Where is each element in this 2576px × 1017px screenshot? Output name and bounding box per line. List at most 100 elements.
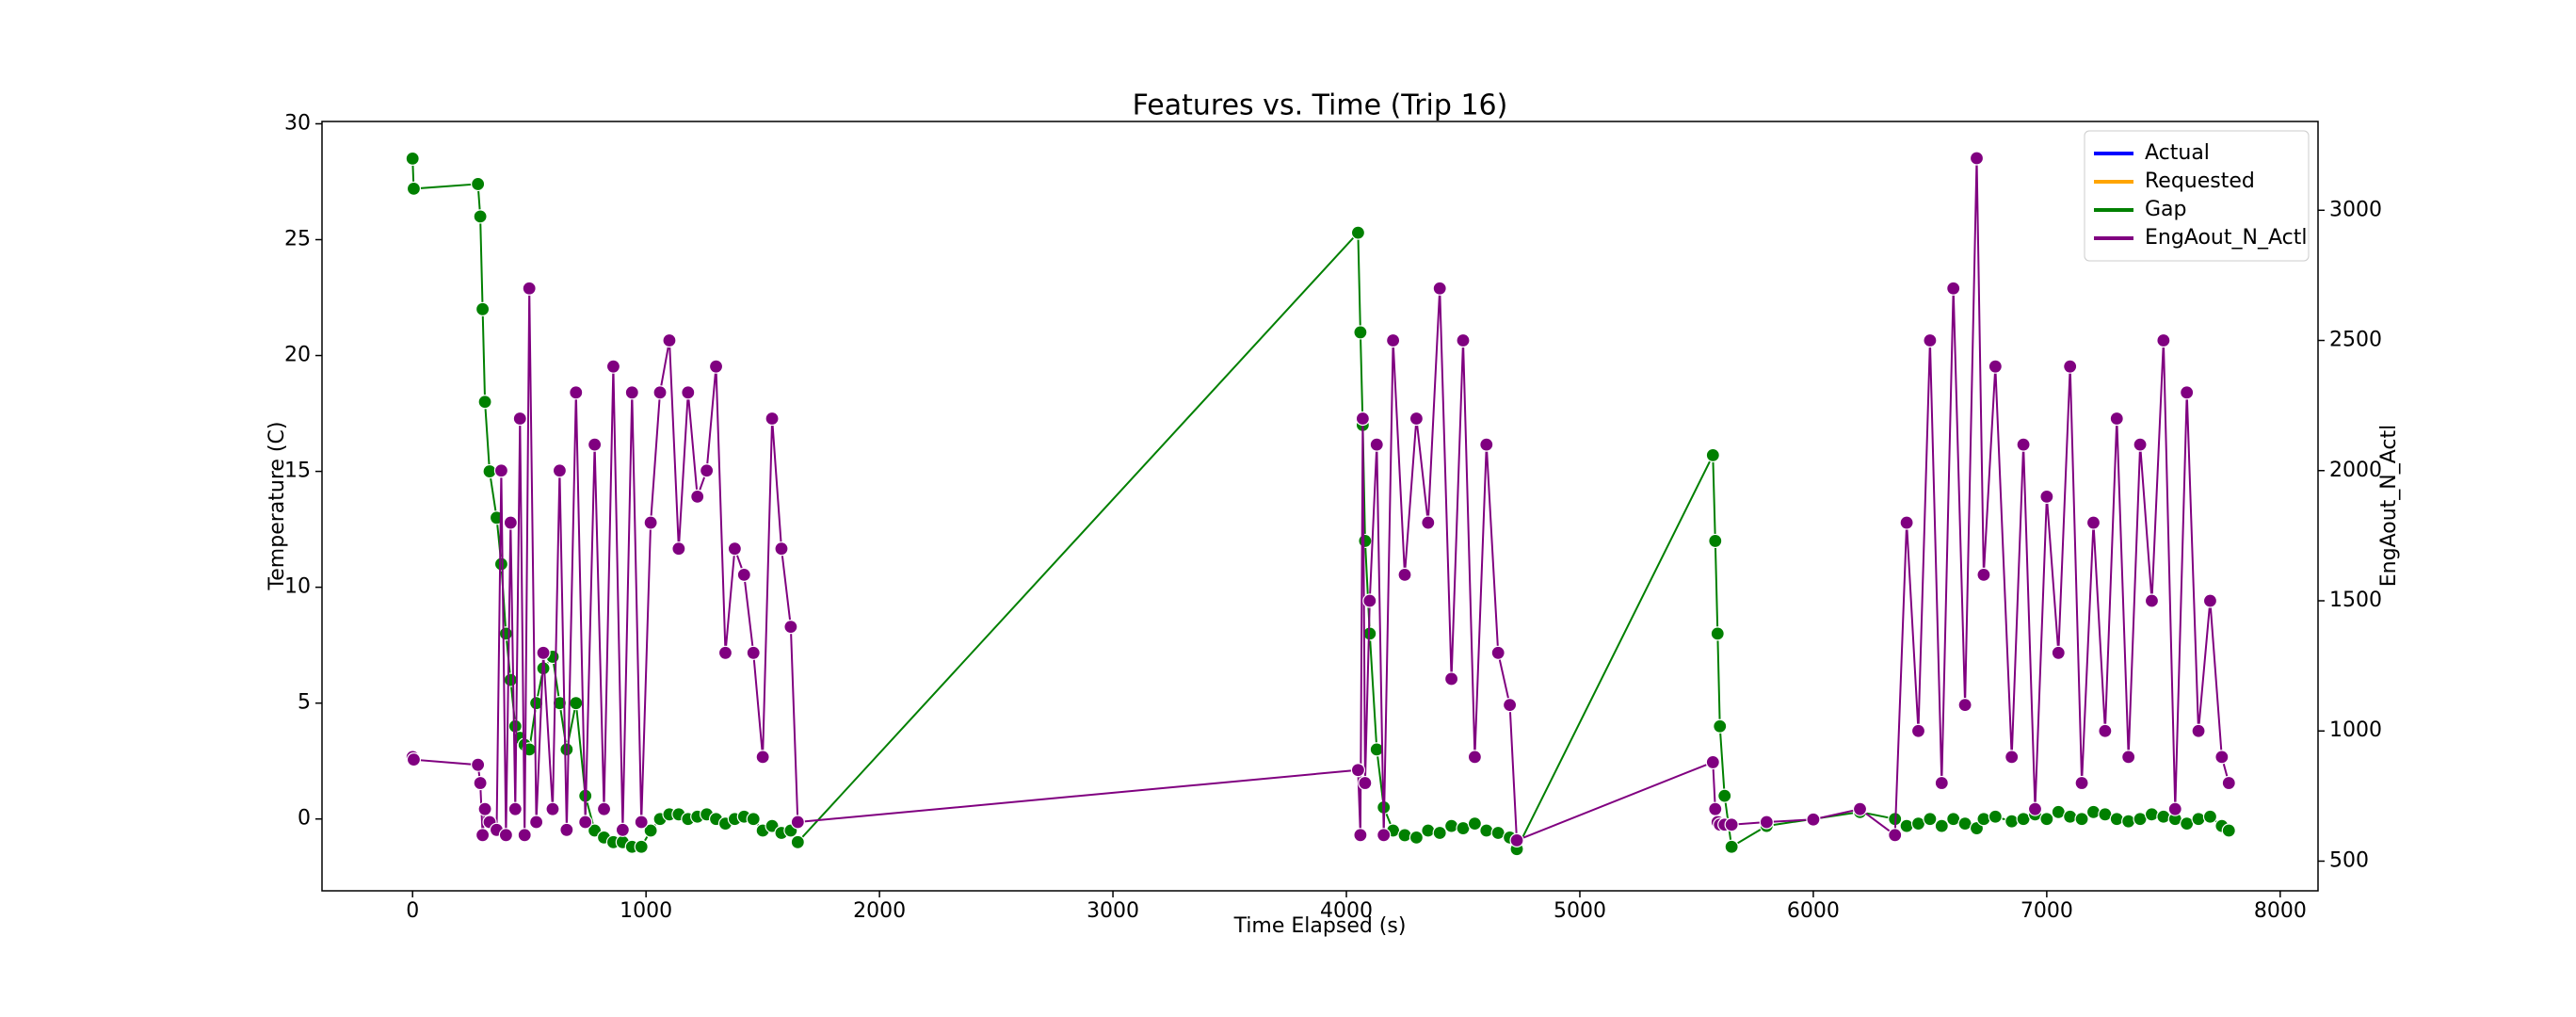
data-point	[545, 801, 560, 816]
data-point	[498, 626, 513, 641]
x-tick-label: 0	[406, 899, 419, 923]
data-point	[2098, 723, 2113, 738]
data-point	[1432, 825, 1447, 841]
data-point	[2221, 775, 2236, 791]
data-point	[1421, 515, 1436, 530]
chart-title: Features vs. Time (Trip 16)	[1133, 89, 1508, 122]
data-point	[529, 696, 544, 711]
data-point	[1421, 823, 1436, 838]
data-point	[1724, 817, 1739, 832]
data-point	[1988, 809, 2003, 824]
y-tick-label: 20	[284, 344, 311, 367]
data-point	[2063, 359, 2078, 374]
data-point	[1713, 718, 1728, 734]
data-point	[1708, 533, 1723, 549]
data-point	[405, 151, 420, 166]
data-point	[475, 828, 491, 843]
data-point	[1705, 754, 1720, 770]
data-point	[2202, 593, 2218, 608]
data-point	[746, 645, 761, 660]
y-tick-label: 15	[284, 460, 311, 483]
data-point	[708, 359, 724, 374]
legend-label: Actual	[2145, 141, 2210, 165]
data-point	[2191, 723, 2206, 738]
data-point	[1934, 818, 1949, 833]
data-point	[1397, 567, 1412, 582]
y-tick-label: 5	[298, 691, 311, 715]
data-point	[1708, 801, 1723, 816]
x-tick-label: 4000	[1320, 899, 1373, 923]
y2-tick-label: 2000	[2329, 459, 2382, 482]
data-point	[2144, 593, 2160, 608]
data-point	[2191, 812, 2206, 827]
data-point	[406, 181, 422, 196]
data-point	[1369, 437, 1384, 452]
data-point	[790, 834, 805, 849]
data-point	[662, 332, 677, 348]
data-point	[1899, 515, 1914, 530]
y2-tick-label: 1000	[2329, 718, 2382, 742]
data-point	[2214, 750, 2230, 765]
data-point	[727, 541, 742, 557]
y2-axis-label: EngAout_N_Actl	[2377, 425, 2401, 587]
data-point	[406, 752, 422, 767]
data-point	[1362, 593, 1377, 608]
data-point	[2085, 515, 2101, 530]
data-point	[1490, 645, 1505, 660]
data-point	[1432, 281, 1447, 296]
data-point	[2121, 750, 2136, 765]
legend-label: Requested	[2145, 170, 2255, 193]
data-point	[559, 742, 574, 757]
data-point	[1355, 411, 1370, 427]
y-tick-label: 25	[284, 228, 311, 251]
data-point	[1443, 818, 1459, 833]
data-point	[2016, 437, 2031, 452]
data-point	[1759, 815, 1774, 830]
data-point	[1479, 437, 1494, 452]
data-point	[681, 385, 696, 400]
data-point	[624, 385, 639, 400]
data-point	[1957, 697, 1972, 713]
data-point	[569, 385, 584, 400]
data-point	[569, 696, 584, 711]
data-point	[774, 541, 789, 557]
data-point	[2121, 814, 2136, 829]
data-point	[1717, 788, 1732, 803]
data-point	[1369, 742, 1384, 757]
series-line	[411, 158, 2230, 851]
data-point	[2133, 437, 2148, 452]
data-point	[1710, 626, 1725, 641]
y-axis-label: Temperature (C)	[266, 422, 289, 591]
data-point	[477, 801, 492, 816]
data-point	[475, 301, 491, 316]
data-point	[2039, 489, 2054, 505]
data-point	[2074, 812, 2089, 827]
data-point	[517, 828, 532, 843]
data-point	[643, 823, 658, 838]
data-point	[493, 557, 509, 572]
data-point	[690, 489, 705, 505]
data-point	[2109, 411, 2124, 427]
data-point	[559, 822, 574, 837]
data-point	[1358, 775, 1373, 791]
data-point	[473, 209, 488, 224]
data-point	[1923, 812, 1938, 827]
data-point	[2156, 332, 2171, 348]
data-point	[1409, 830, 1425, 846]
data-point	[1353, 828, 1368, 843]
data-point	[477, 395, 492, 410]
x-tick-label: 2000	[853, 899, 906, 923]
data-point	[2167, 801, 2182, 816]
data-point	[1409, 411, 1425, 427]
data-point	[493, 463, 509, 478]
data-point	[652, 385, 668, 400]
data-point	[2004, 814, 2020, 829]
y-tick-label: 30	[284, 111, 311, 135]
data-point	[1946, 281, 1961, 296]
data-point	[643, 515, 658, 530]
data-point	[783, 620, 798, 635]
data-point	[2004, 750, 2020, 765]
data-point	[1724, 839, 1739, 854]
y-tick-label: 0	[298, 807, 311, 831]
